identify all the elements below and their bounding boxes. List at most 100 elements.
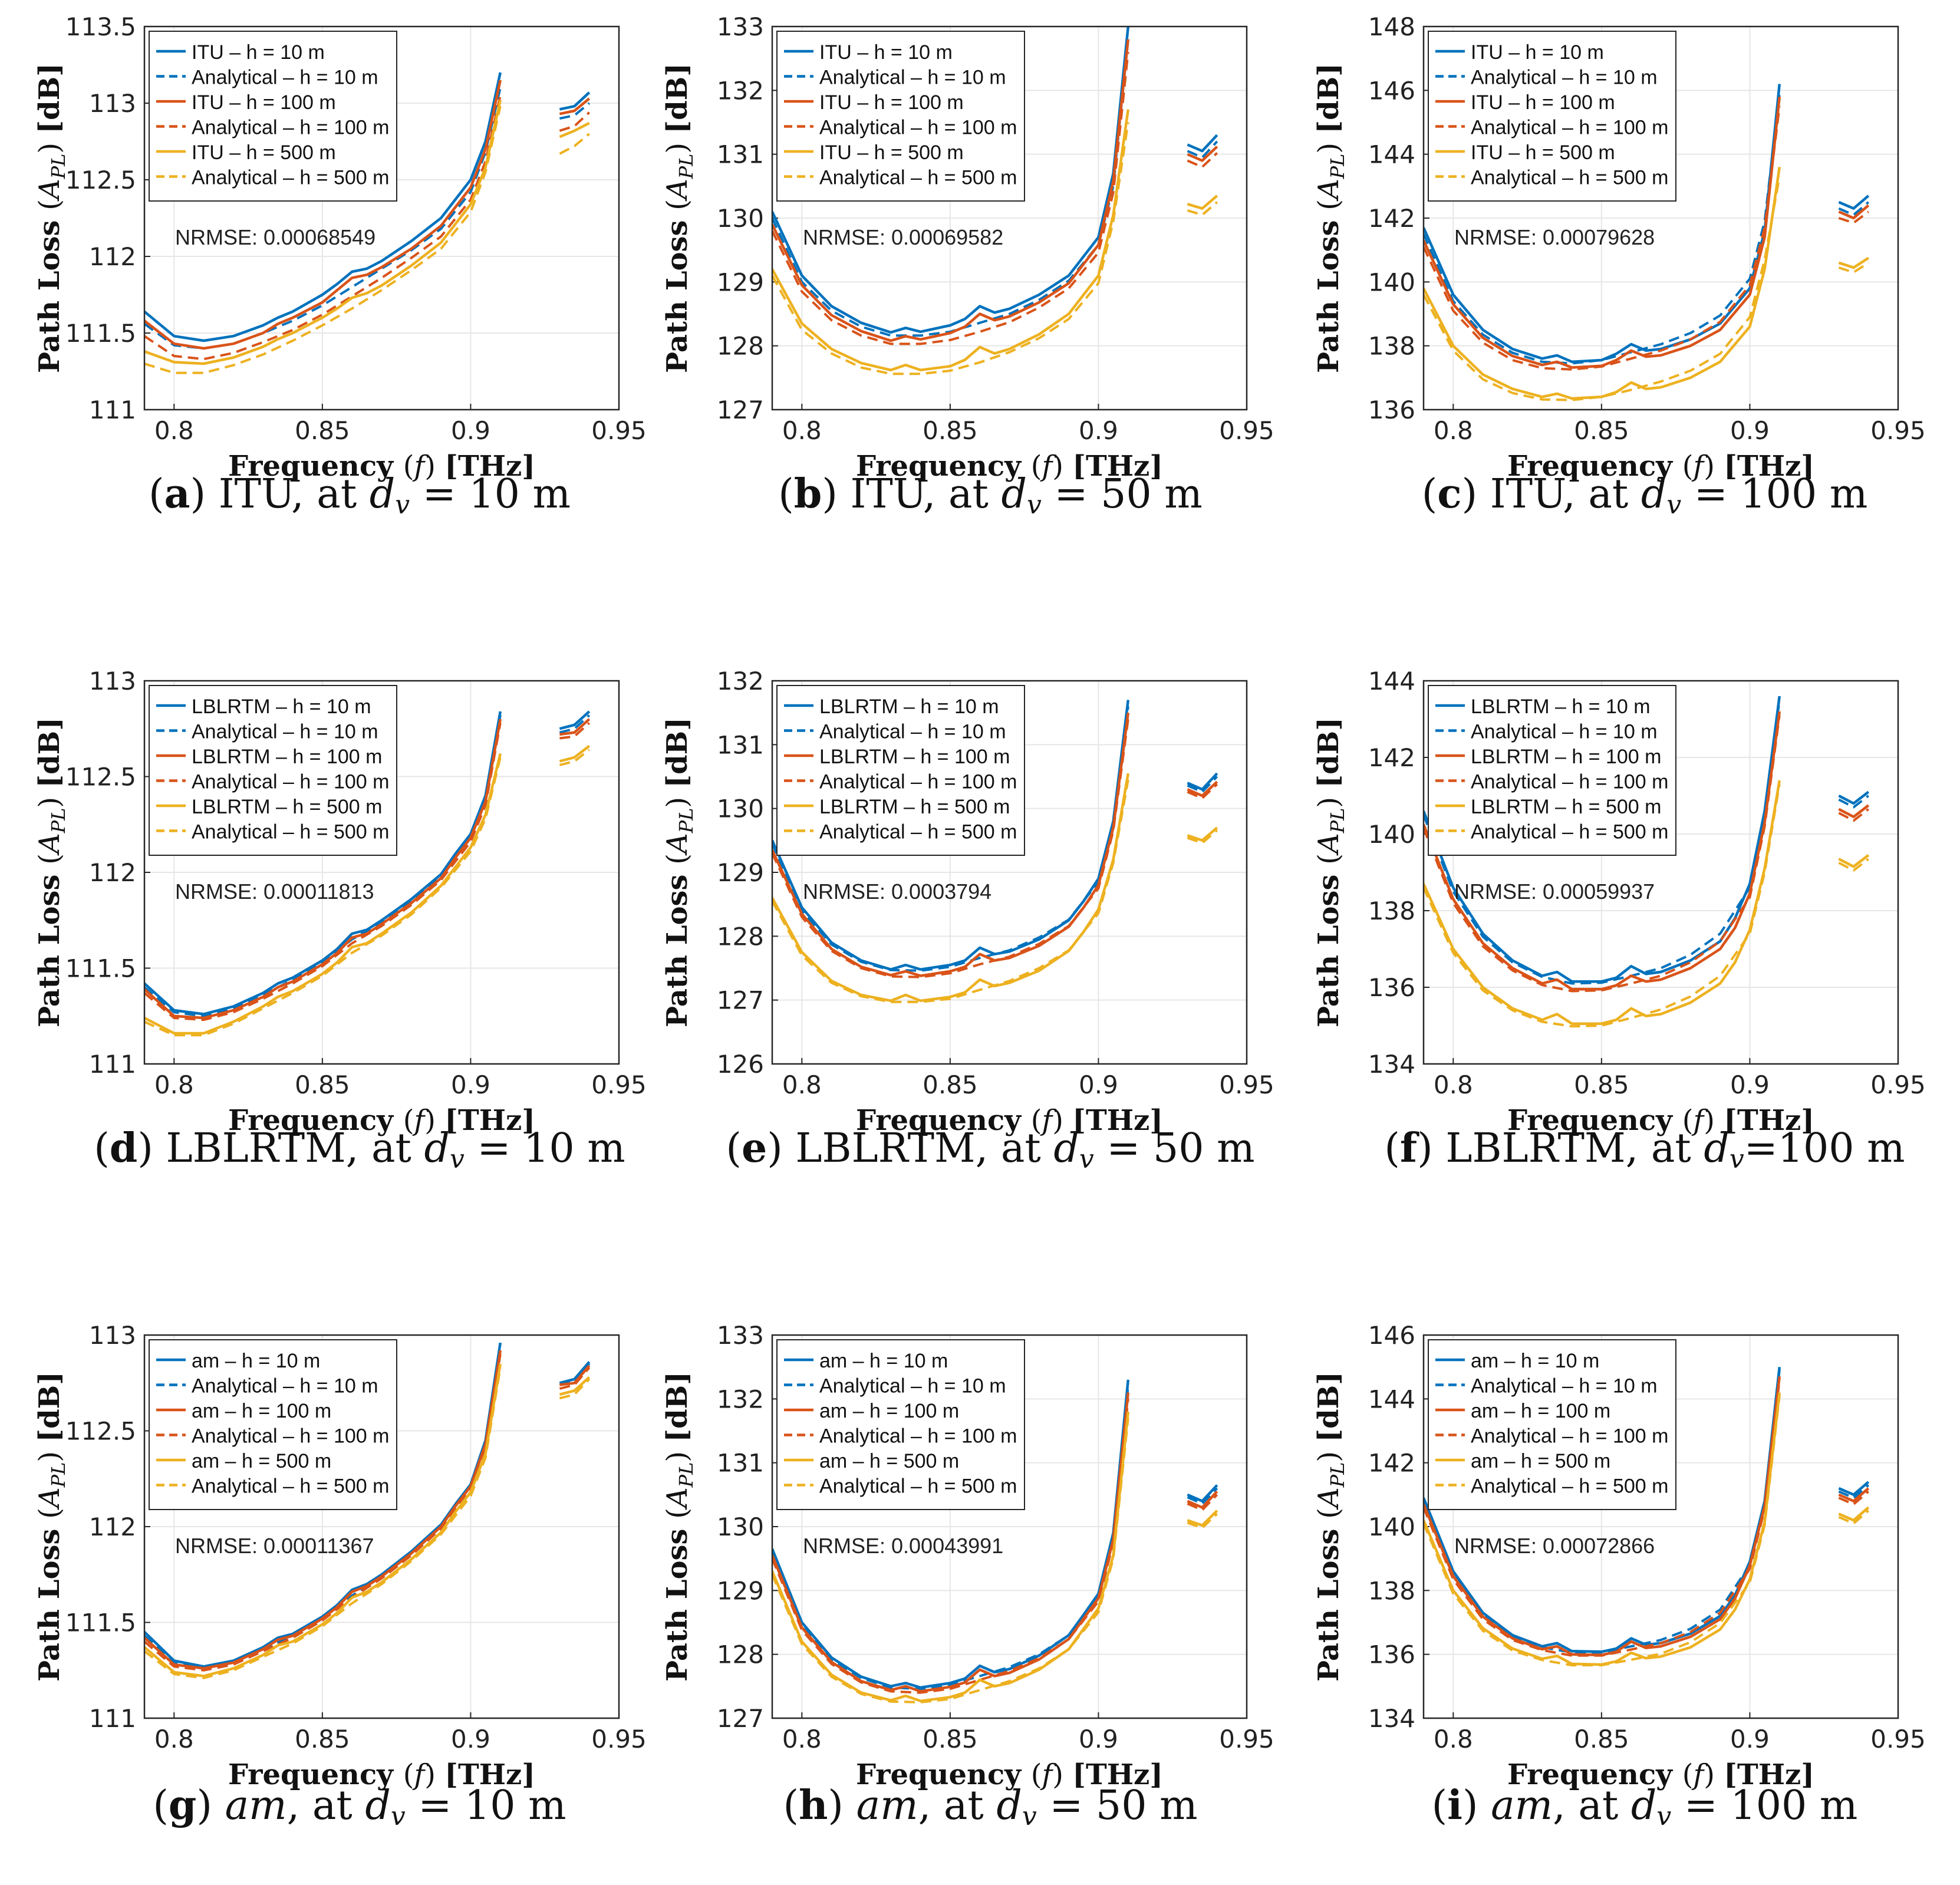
legend-label: LBLRTM – h = 100 m <box>192 746 382 768</box>
series-line-segment-reference <box>559 1365 591 1386</box>
legend-label: Analytical – h = 100 m <box>192 1425 389 1448</box>
caption-i: (i) am, at dv = 100 m <box>1431 1782 1858 1831</box>
axes-box <box>771 680 1248 1065</box>
series-line-segment-reference <box>559 121 590 139</box>
x-tick-label: 0.8 <box>782 1070 822 1099</box>
legend: LBLRTM – h = 10 m Analytical – h = 10 m LB… <box>1428 685 1676 856</box>
series-group <box>1424 1366 1870 1667</box>
legend-label: am – h = 10 m <box>1471 1350 1599 1372</box>
series-line-segment-analytical <box>1187 1487 1218 1505</box>
legend-box <box>1428 31 1676 202</box>
chart-g: 0.8 0.85 0.9 0.95 111 111.5 112 112.5 113 am – h … <box>33 1321 647 1791</box>
legend-label: Analytical – h = 100 m <box>819 117 1017 139</box>
x-tick-label: 0.85 <box>295 1725 350 1754</box>
series-line-segment-reference <box>1187 1490 1218 1509</box>
legend-label: am – h = 10 m <box>192 1350 320 1372</box>
y-axis-label: Path Loss (APL) [dB] <box>661 63 697 373</box>
legend-label: Analytical – h = 500 m <box>819 167 1017 189</box>
y-tick-label: 138 <box>1368 1576 1415 1605</box>
legend-label: Analytical – h = 500 m <box>1471 821 1668 843</box>
y-tick-label: 131 <box>717 140 764 169</box>
y-tick-label: 132 <box>717 667 764 696</box>
series-line-segment-analytical <box>1187 829 1218 845</box>
caption-b: (b) ITU, at dv = 50 m <box>778 470 1203 520</box>
x-tick-label: 0.85 <box>923 1725 978 1754</box>
series-line-segment-reference <box>559 97 591 116</box>
nrmse-annotation: NRMSE: 0.00069582 <box>803 225 1003 249</box>
series-line-reference <box>144 80 502 350</box>
series-line-analytical <box>1424 1395 1781 1667</box>
series-line-analytical <box>1424 1379 1781 1657</box>
series-line-reference <box>144 719 502 1020</box>
legend-label: am – h = 500 m <box>1471 1450 1610 1472</box>
y-tick-label: 112 <box>89 858 136 887</box>
y-tick-label: 111 <box>89 396 136 424</box>
series-line-analytical <box>772 779 1129 1003</box>
series-line-reference <box>772 39 1130 342</box>
y-tick-label: 144 <box>1368 667 1415 696</box>
legend-label: LBLRTM – h = 500 m <box>192 796 382 818</box>
y-tick-label: 144 <box>1368 1385 1415 1413</box>
series-line-segment-analytical <box>559 1378 591 1400</box>
x-tick-label: 0.9 <box>451 1725 490 1754</box>
series-line-segment-reference <box>1187 195 1218 210</box>
y-tick-label: 146 <box>1368 76 1415 105</box>
series-line-segment-reference <box>1838 256 1869 269</box>
legend-label: ITU – h = 100 m <box>819 91 964 114</box>
x-tick-label: 0.8 <box>782 416 822 445</box>
legend-label: Analytical – h = 100 m <box>1471 117 1668 139</box>
series-line-segment-reference <box>559 744 591 763</box>
series-line-analytical <box>144 723 502 1021</box>
x-tick-label: 0.95 <box>591 1725 647 1754</box>
legend-label: Analytical – h = 10 m <box>192 67 378 89</box>
axes-box <box>1422 1334 1899 1719</box>
series-line-segment-reference <box>1838 854 1870 868</box>
series-line-segment-analytical <box>1187 783 1218 800</box>
legend-label: Analytical – h = 500 m <box>192 821 389 843</box>
caption-c: (c) ITU, at dv = 100 m <box>1421 470 1868 520</box>
y-tick-label: 112.5 <box>65 166 136 195</box>
y-tick-label: 132 <box>717 1385 764 1413</box>
x-axis-label: Frequency (f) [THz] <box>856 1104 1163 1137</box>
y-axis-label: Path Loss (APL) [dB] <box>33 1372 70 1682</box>
caption-e: (e) LBLRTM, at dv = 50 m <box>726 1125 1255 1174</box>
series-line-segment-reference <box>1187 134 1218 153</box>
series-line-reference <box>1424 166 1781 400</box>
y-tick-label: 146 <box>1368 1321 1415 1350</box>
series-line-segment-analytical <box>559 1366 591 1390</box>
y-tick-label: 112 <box>89 242 136 271</box>
series-line-segment-analytical <box>1838 262 1869 274</box>
y-tick-label: 129 <box>717 858 764 887</box>
legend-label: Analytical – h = 100 m <box>819 771 1017 793</box>
series-line-analytical <box>1424 106 1781 371</box>
series-line-segment-analytical <box>559 102 590 120</box>
series-line-segment-analytical <box>1838 1484 1870 1500</box>
y-tick-label: 111 <box>89 1704 136 1733</box>
series-line-segment-reference <box>1838 804 1870 819</box>
series-line-reference <box>772 109 1130 372</box>
x-tick-label: 0.8 <box>782 1725 822 1754</box>
legend-label: ITU – h = 10 m <box>819 41 953 64</box>
series-line-analytical <box>1424 784 1781 1028</box>
series-line-reference <box>772 1379 1130 1689</box>
y-tick-label: 131 <box>717 730 764 759</box>
legend-box <box>776 31 1025 202</box>
y-tick-label: 128 <box>717 1640 764 1669</box>
legend-label: Analytical – h = 100 m <box>192 771 389 793</box>
series-line-reference <box>144 1350 502 1670</box>
caption-g: (g) am, at dv = 10 m <box>153 1782 566 1831</box>
series-line-reference <box>772 27 1130 334</box>
legend: LBLRTM – h = 10 m Analytical – h = 10 m LB… <box>776 685 1025 856</box>
series-group <box>144 1342 591 1679</box>
series-line-segment-analytical <box>1187 1494 1218 1511</box>
legend-box <box>1428 685 1676 856</box>
y-tick-label: 128 <box>717 332 764 361</box>
nrmse-annotation: NRMSE: 0.00059937 <box>1454 879 1655 904</box>
x-tick-label: 0.95 <box>1219 416 1274 445</box>
series-line-reference <box>144 72 502 342</box>
